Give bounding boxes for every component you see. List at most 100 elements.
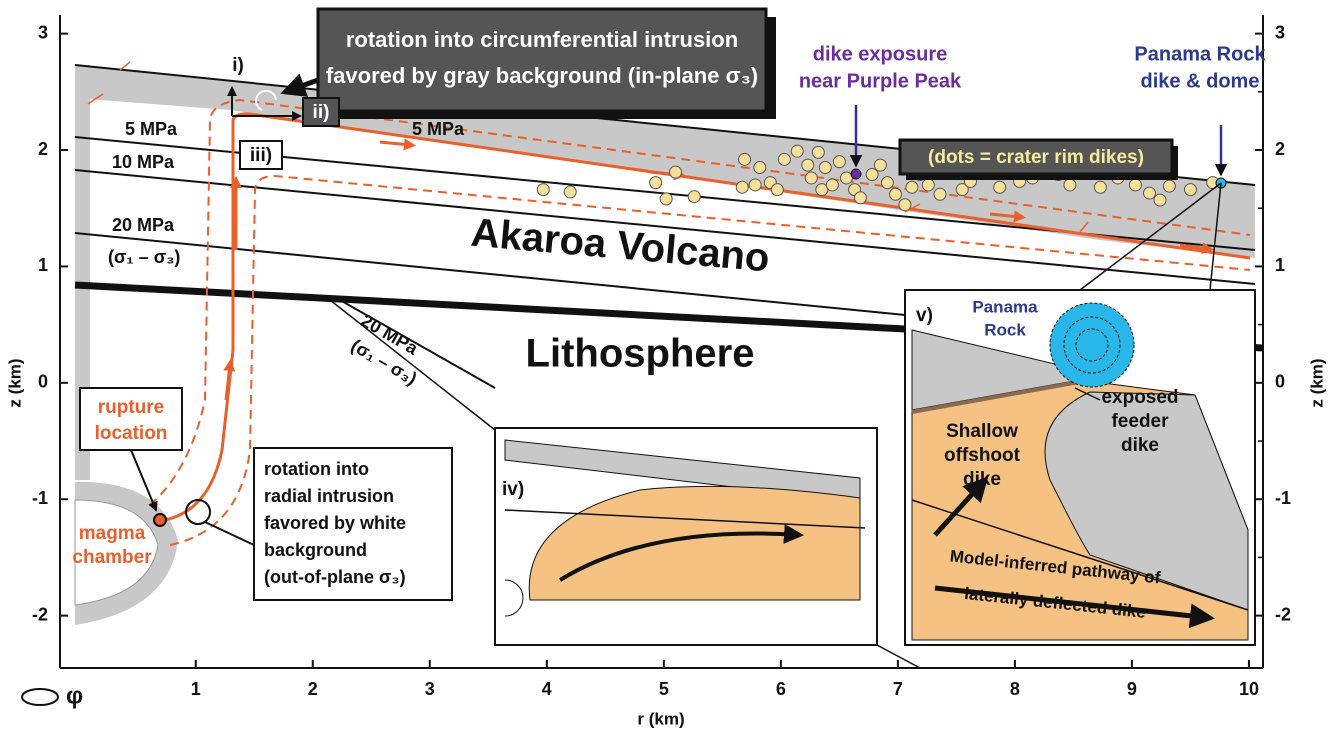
y-tick-label: 1 [38, 255, 48, 275]
crater-dike [826, 179, 838, 191]
rock-label: Panama [972, 297, 1038, 316]
y-tick-label: 0 [38, 372, 48, 392]
crater-dike [890, 188, 902, 200]
crater-dike [922, 179, 934, 191]
rock-label: Rock [984, 320, 1026, 339]
crater-dike [537, 184, 549, 196]
panama-label: dike & dome [1141, 70, 1260, 92]
title-box [318, 9, 766, 111]
inset-leader [330, 300, 495, 430]
rupture-label: rupture [98, 397, 165, 418]
x-label: r (km) [637, 709, 684, 728]
y2-tick-label: 0 [1275, 372, 1285, 392]
x-tick-label: 10 [1239, 679, 1259, 699]
y2-label: z (km) [1307, 358, 1326, 407]
crater-dike [1129, 179, 1141, 191]
rupture-dot [154, 514, 166, 526]
chamber-label: magma [79, 523, 146, 544]
y2-tick-label: -1 [1275, 488, 1291, 508]
crater-dike [899, 199, 911, 211]
x-tick-label: 2 [308, 679, 318, 699]
y-tick-label: 2 [38, 139, 48, 159]
crater-dike [1064, 179, 1076, 191]
x-tick-label: 9 [1127, 679, 1137, 699]
panama-dome [1050, 303, 1134, 387]
crater-dike [736, 181, 748, 193]
x-tick-label: 7 [893, 679, 903, 699]
crater-dike [660, 193, 672, 205]
radial-leader [205, 522, 254, 545]
crater-dike [1154, 194, 1166, 206]
y-tick-label: 3 [38, 22, 48, 42]
contour-label: 10 MPa [112, 152, 175, 172]
radial-line: radial intrusion [264, 486, 394, 506]
y2-tick-label: -2 [1275, 604, 1291, 624]
crater-dike [650, 177, 662, 189]
purple-peak-dot [851, 169, 861, 179]
radial-line: background [264, 540, 367, 560]
feeder-label: dike [1121, 435, 1159, 456]
contour-label: 5 MPa [125, 119, 178, 139]
step-label: iv) [502, 479, 524, 500]
crater-dike [1094, 181, 1106, 193]
phi: φ [66, 682, 83, 709]
region-label: Lithosphere [526, 332, 755, 376]
radial-line: rotation into [264, 459, 369, 479]
crater-dike [564, 186, 576, 198]
feeder-label: exposed [1101, 387, 1178, 408]
figure: 1 2 3 4 5 6 7 8 9 10 -2 -2 -1 -1 0 0 1 1 2 2 3 3 r (km) z (km… [0, 0, 1333, 738]
crater-dike [739, 153, 751, 165]
crater-dike [874, 159, 886, 171]
crater-dike [791, 145, 803, 157]
y2-tick-label: 3 [1275, 22, 1285, 42]
y-tick-label: -2 [32, 604, 48, 624]
feeder-label: feeder [1111, 411, 1169, 432]
crater-dike [994, 181, 1006, 193]
arrow [380, 142, 410, 145]
contour-label: 5 MPa [412, 119, 465, 139]
x-tick-label: 4 [542, 679, 552, 699]
crater-dike [688, 191, 700, 203]
crater-dike [906, 181, 918, 193]
crater-dike [1143, 187, 1155, 199]
crater-dike [754, 161, 766, 173]
x-tick-label: 8 [1010, 679, 1020, 699]
x-tick-label: 1 [191, 679, 201, 699]
offshoot-label: dike [963, 469, 1001, 490]
crater-dike [934, 188, 946, 200]
crater-dike [1184, 184, 1196, 196]
crater-dike [771, 184, 783, 196]
radial-line: favored by white [264, 513, 406, 533]
rupture-label: location [95, 423, 168, 444]
step-label: iii) [250, 145, 272, 166]
offshoot-label: Shallow [946, 421, 1018, 442]
chamber-label: chamber [72, 547, 152, 568]
strike [120, 62, 130, 70]
step-label: v) [916, 305, 933, 326]
step-label: ii) [313, 102, 330, 123]
crater-dike [802, 159, 814, 171]
purple-peak-label: dike exposure [813, 43, 948, 65]
crater-dike [805, 172, 817, 184]
panama-label: Panama Rock [1134, 43, 1266, 65]
title-line: favored by gray background (in-plane σ₃) [326, 63, 758, 88]
contour-label: (σ₁ – σ₃) [108, 247, 180, 267]
y-tick-label: -1 [32, 488, 48, 508]
y2-tick-label: 1 [1275, 255, 1285, 275]
x-tick-label: 3 [425, 679, 435, 699]
crater-dike [670, 166, 682, 178]
title-line: rotation into circumferential intrusion [346, 27, 738, 52]
y-label: z (km) [5, 358, 24, 407]
crater-dike [812, 146, 824, 158]
crater-dike [749, 179, 761, 191]
x-tick-label: 6 [776, 679, 786, 699]
y2-tick-label: 2 [1275, 139, 1285, 159]
crater-dike [778, 153, 790, 165]
purple-peak-label: near Purple Peak [799, 70, 962, 92]
crater-dike [1163, 180, 1175, 192]
x-tick-label: 5 [659, 679, 669, 699]
offshoot-label: offshoot [944, 445, 1021, 466]
dots-note: (dots = crater rim dikes) [928, 147, 1144, 168]
phi-rotation [22, 689, 58, 705]
radial-line: (out-of-plane σ₃) [264, 567, 406, 587]
